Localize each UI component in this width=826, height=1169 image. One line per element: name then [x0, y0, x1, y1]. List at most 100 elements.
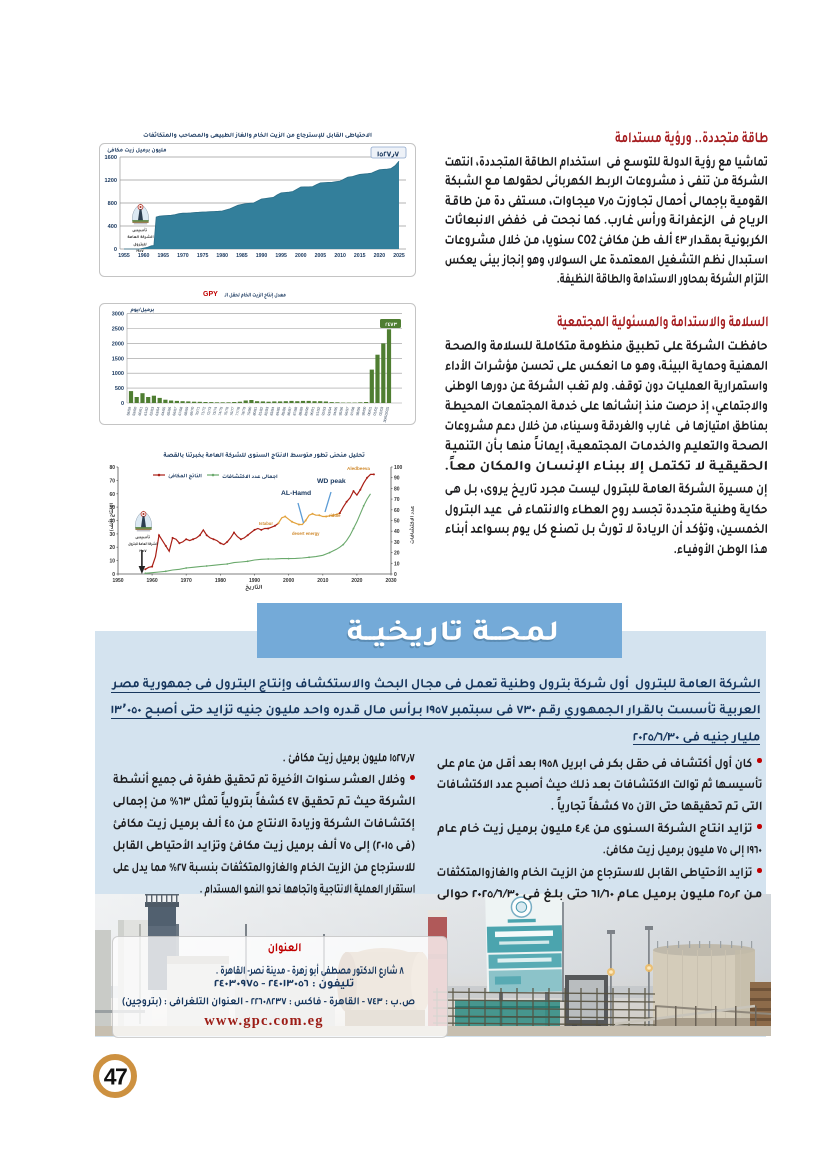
svg-text:1500: 1500	[112, 356, 124, 362]
svg-text:400: 400	[108, 224, 117, 230]
svg-text:68/69: 68/69	[183, 406, 189, 416]
svg-text:70: 70	[394, 497, 400, 503]
svg-text:0: 0	[112, 572, 115, 578]
svg-text:77/78: 77/78	[235, 406, 241, 416]
svg-text:65/66: 65/66	[166, 406, 172, 416]
svg-text:70/71: 70/71	[195, 406, 201, 416]
svg-text:20: 20	[394, 551, 400, 557]
svg-text:10: 10	[109, 559, 115, 565]
svg-text:59/60: 59/60	[132, 406, 138, 416]
svg-text:20: 20	[109, 545, 115, 551]
svg-text:71/72: 71/72	[201, 406, 207, 416]
svg-text:30: 30	[394, 540, 400, 546]
svg-text:81/82: 81/82	[258, 406, 264, 416]
svg-text:80/81: 80/81	[252, 406, 258, 416]
svg-text:2010: 2010	[317, 578, 328, 584]
svg-text:94/95: 94/95	[333, 406, 339, 416]
svg-text:50: 50	[109, 505, 115, 511]
svg-text:67/68: 67/68	[178, 406, 184, 416]
svg-text:01/02: 01/02	[373, 406, 379, 416]
svg-text:99/00: 99/00	[361, 406, 367, 416]
svg-text:500: 500	[115, 386, 124, 392]
svg-text:82/83: 82/83	[264, 406, 270, 416]
svg-text:1980: 1980	[215, 578, 226, 584]
svg-text:1980: 1980	[216, 253, 228, 259]
svg-text:78/79: 78/79	[241, 406, 247, 416]
svg-text:92/93: 92/93	[321, 406, 327, 416]
svg-text:97/98: 97/98	[350, 406, 356, 416]
svg-text:800: 800	[108, 201, 117, 207]
svg-text:2000: 2000	[283, 578, 294, 584]
svg-text:63/64: 63/64	[155, 406, 161, 416]
svg-text:73/74: 73/74	[212, 406, 218, 416]
svg-text:85/86: 85/86	[281, 406, 287, 416]
svg-text:90: 90	[394, 476, 400, 482]
svg-text:2000: 2000	[295, 253, 307, 259]
svg-text:80: 80	[394, 486, 400, 492]
svg-text:1965: 1965	[158, 253, 170, 259]
svg-text:1960: 1960	[147, 578, 158, 584]
svg-text:95/96: 95/96	[338, 406, 344, 416]
svg-text:87/88: 87/88	[292, 406, 298, 416]
svg-text:1985: 1985	[236, 253, 248, 259]
svg-text:58/59: 58/59	[126, 406, 132, 416]
svg-text:0: 0	[114, 247, 117, 253]
svg-text:98/99: 98/99	[355, 406, 361, 416]
svg-text:40: 40	[109, 519, 115, 525]
svg-text:66/67: 66/67	[172, 406, 178, 416]
svg-text:80: 80	[109, 465, 115, 471]
svg-text:72/73: 72/73	[206, 406, 212, 416]
svg-text:83/84: 83/84	[269, 406, 275, 416]
svg-text:89/90: 89/90	[304, 406, 310, 416]
svg-text:2010: 2010	[334, 253, 346, 259]
svg-text:2020: 2020	[374, 253, 386, 259]
svg-text:2000: 2000	[112, 341, 124, 347]
svg-text:2015: 2015	[354, 253, 366, 259]
svg-text:40: 40	[394, 529, 400, 535]
svg-text:70: 70	[109, 478, 115, 484]
svg-text:2030: 2030	[385, 578, 396, 584]
svg-text:74/75: 74/75	[218, 406, 224, 416]
svg-text:2500: 2500	[112, 327, 124, 333]
svg-text:1960: 1960	[138, 253, 150, 259]
svg-text:10: 10	[394, 561, 400, 567]
svg-text:69/70: 69/70	[189, 406, 195, 416]
svg-text:75/76: 75/76	[224, 406, 230, 416]
svg-text:64/65: 64/65	[161, 406, 167, 416]
svg-text:62/63: 62/63	[149, 406, 155, 416]
svg-text:88/89: 88/89	[298, 406, 304, 416]
svg-text:1995: 1995	[275, 253, 287, 259]
svg-text:00/01: 00/01	[367, 406, 373, 416]
svg-text:2025: 2025	[393, 253, 405, 259]
svg-text:76/77: 76/77	[229, 406, 235, 416]
svg-text:100: 100	[394, 465, 403, 471]
svg-text:1975: 1975	[197, 253, 209, 259]
svg-text:30/6/2025: 30/6/2025	[383, 406, 390, 422]
svg-text:96/97: 96/97	[344, 406, 350, 416]
svg-text:50: 50	[394, 519, 400, 525]
svg-text:1950: 1950	[112, 578, 123, 584]
svg-text:2005: 2005	[315, 253, 327, 259]
svg-text:93/94: 93/94	[327, 406, 333, 416]
svg-text:02/03: 02/03	[378, 406, 384, 416]
svg-text:60: 60	[109, 492, 115, 498]
svg-text:90/91: 90/91	[310, 406, 316, 416]
svg-text:30: 30	[109, 532, 115, 538]
svg-text:86/87: 86/87	[287, 406, 293, 416]
svg-text:1955: 1955	[118, 253, 130, 259]
svg-text:1970: 1970	[177, 253, 189, 259]
svg-text:47: 47	[104, 1064, 127, 1090]
svg-text:84/85: 84/85	[275, 406, 281, 416]
svg-text:1990: 1990	[256, 253, 268, 259]
svg-text:2020: 2020	[351, 578, 362, 584]
svg-text:60/61: 60/61	[138, 406, 144, 416]
svg-text:79/80: 79/80	[247, 406, 253, 416]
svg-text:1000: 1000	[112, 371, 124, 377]
svg-text:3000: 3000	[112, 312, 124, 318]
svg-text:1200: 1200	[105, 178, 117, 184]
svg-text:0: 0	[394, 572, 397, 578]
svg-text:60: 60	[394, 508, 400, 514]
svg-text:1970: 1970	[181, 578, 192, 584]
svg-text:91/92: 91/92	[315, 406, 321, 416]
svg-text:1600: 1600	[105, 155, 117, 161]
